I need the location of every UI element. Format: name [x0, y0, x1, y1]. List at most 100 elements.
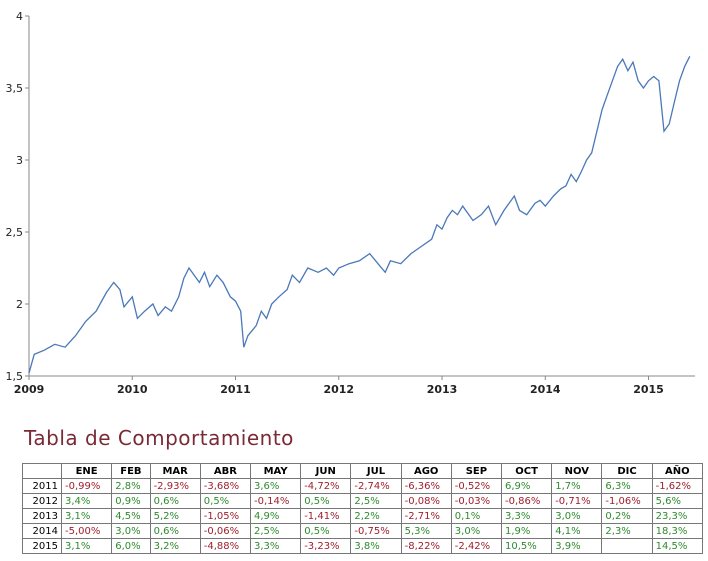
value-cell: -1,41%	[300, 508, 352, 524]
value-cell: -6,36%	[400, 478, 452, 494]
value-cell: 6,9%	[500, 478, 553, 494]
value-cell: 2,3%	[601, 523, 653, 539]
value-cell: -1,05%	[199, 508, 251, 524]
chart: 1,5 2 2,5 3 3,5 4 2009 2010 2011 2012 2013 2014 2015	[6, 10, 695, 396]
value-cell: 0,2%	[601, 508, 653, 524]
value-cell: -0,86%	[500, 493, 553, 509]
year-cell: 2011	[22, 478, 62, 494]
value-cell: -2,93%	[149, 478, 201, 494]
value-cell: 1,7%	[551, 478, 603, 494]
value-cell: 5,2%	[149, 508, 201, 524]
year-cell: 2015	[22, 538, 62, 554]
value-cell: 10,5%	[500, 538, 553, 554]
corner-cell	[22, 463, 62, 479]
x-tick-label: 2015	[633, 383, 664, 396]
value-cell: 6,0%	[111, 538, 151, 554]
header-cell: JUL	[350, 463, 402, 479]
value-cell: 2,5%	[350, 493, 402, 509]
header-cell: ENE	[60, 463, 113, 479]
x-tick-label: 2010	[117, 383, 148, 396]
value-cell: 3,3%	[249, 538, 302, 554]
value-cell: -3,23%	[300, 538, 352, 554]
value-cell: 2,8%	[111, 478, 151, 494]
x-tick-label: 2014	[530, 383, 561, 396]
value-cell: 2,2%	[350, 508, 402, 524]
value-cell: 4,1%	[551, 523, 603, 539]
header-cell: MAY	[249, 463, 302, 479]
value-cell: 14,5%	[651, 538, 704, 554]
y-tick-label: 4	[16, 10, 23, 23]
y-tick-label: 3	[16, 154, 23, 167]
value-cell: -4,72%	[300, 478, 352, 494]
year-cell: 2012	[22, 493, 62, 509]
table-row: 2011 -0,99% 2,8% -2,93% -3,68% 3,6% -4,72% -2,7…	[22, 478, 704, 494]
value-cell: -2,74%	[350, 478, 402, 494]
value-cell: 0,5%	[300, 493, 352, 509]
value-cell: -2,42%	[450, 538, 503, 554]
table-row: 2014 -5,00% 3,0% 0,6% -0,06% 2,5% 0,5% -0,75% 5,…	[22, 523, 704, 539]
value-cell: 3,1%	[60, 538, 113, 554]
header-cell: AGO	[400, 463, 452, 479]
header-cell: AÑO	[651, 463, 704, 479]
table-row: 2012 3,4% 0,9% 0,6% 0,5% -0,14% 0,5% 2,5% -0,08%…	[22, 493, 704, 509]
year-cell: 2014	[22, 523, 62, 539]
value-cell: -0,99%	[60, 478, 113, 494]
value-cell: -0,14%	[249, 493, 302, 509]
value-cell: -1,06%	[601, 493, 653, 509]
value-cell: 5,6%	[651, 493, 704, 509]
header-cell: NOV	[551, 463, 603, 479]
x-tick-label: 2013	[427, 383, 458, 396]
value-cell: -0,03%	[450, 493, 503, 509]
value-cell: 3,6%	[249, 478, 302, 494]
value-cell: 3,8%	[350, 538, 402, 554]
value-cell: 0,5%	[300, 523, 352, 539]
x-tick-label: 2011	[220, 383, 251, 396]
value-cell: 23,3%	[651, 508, 704, 524]
value-cell: 2,5%	[249, 523, 302, 539]
price-line	[28, 56, 691, 374]
performance-table: ENE FEB MAR ABR MAY JUN JUL AGO SEP OCT NOV DIC AÑO 2…	[22, 463, 704, 554]
value-cell: -1,62%	[651, 478, 704, 494]
value-cell: 5,3%	[400, 523, 452, 539]
y-tick-label: 1,5	[6, 370, 24, 383]
value-cell: 0,1%	[450, 508, 503, 524]
value-cell: 1,9%	[500, 523, 553, 539]
value-cell: 0,5%	[199, 493, 251, 509]
value-cell: 18,3%	[651, 523, 704, 539]
value-cell: 3,1%	[60, 508, 113, 524]
value-cell: 3,9%	[551, 538, 603, 554]
x-tick-label: 2012	[323, 383, 354, 396]
table-title: Tabla de Comportamiento	[24, 426, 294, 450]
year-cell: 2013	[22, 508, 62, 524]
value-cell: -0,75%	[350, 523, 402, 539]
header-cell: SEP	[450, 463, 503, 479]
x-tick-label: 2009	[14, 383, 45, 396]
value-cell: -4,88%	[199, 538, 251, 554]
value-cell: 3,0%	[551, 508, 603, 524]
value-cell: -2,71%	[400, 508, 452, 524]
header-cell: JUN	[300, 463, 352, 479]
value-cell: -0,71%	[551, 493, 603, 509]
table-row: 2015 3,1% 6,0% 3,2% -4,88% 3,3% -3,23% 3,8% -8,2…	[22, 538, 704, 554]
y-tick-label: 3,5	[6, 82, 24, 95]
table-row: 2013 3,1% 4,5% 5,2% -1,05% 4,9% -1,41% 2,2% -2,7…	[22, 508, 704, 524]
value-cell: 3,4%	[60, 493, 113, 509]
value-cell: 6,3%	[601, 478, 653, 494]
value-cell: -0,08%	[400, 493, 452, 509]
value-cell: 0,9%	[111, 493, 151, 509]
value-cell: -3,68%	[199, 478, 251, 494]
value-cell: -0,06%	[199, 523, 251, 539]
value-cell: -8,22%	[400, 538, 452, 554]
y-tick-label: 2	[16, 298, 23, 311]
value-cell: 3,2%	[149, 538, 201, 554]
value-cell	[601, 538, 653, 554]
value-cell: 0,6%	[149, 523, 201, 539]
value-cell: 3,3%	[500, 508, 553, 524]
value-cell: 4,5%	[111, 508, 151, 524]
header-cell: MAR	[149, 463, 201, 479]
header-row: ENE FEB MAR ABR MAY JUN JUL AGO SEP OCT NOV DIC AÑO	[22, 463, 704, 479]
value-cell: -5,00%	[60, 523, 113, 539]
value-cell: 3,0%	[450, 523, 503, 539]
value-cell: 3,0%	[111, 523, 151, 539]
